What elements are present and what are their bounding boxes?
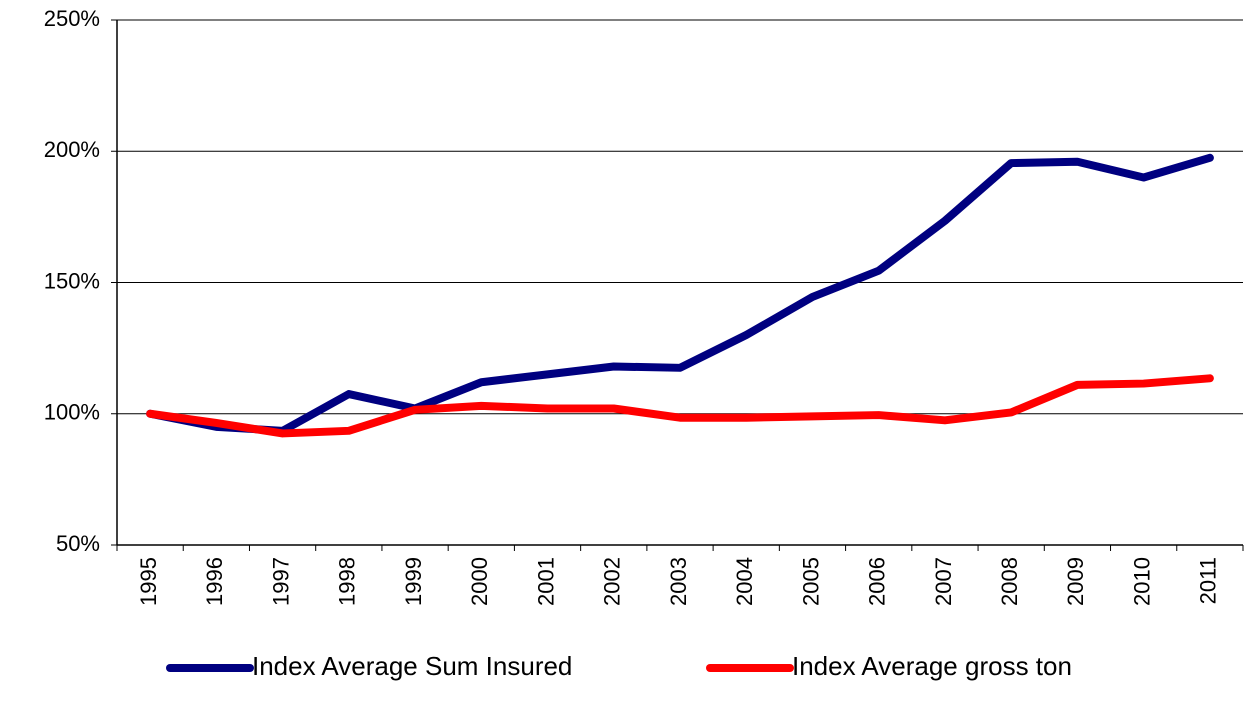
series-line — [146, 374, 1214, 438]
x-tick-label: 1997 — [268, 557, 293, 606]
x-tick-label: 2006 — [865, 557, 890, 606]
x-tick-label: 2005 — [798, 557, 823, 606]
x-tick-label: 2000 — [467, 557, 492, 606]
x-tick-label: 2009 — [1063, 557, 1088, 606]
x-tick-label: 1996 — [202, 557, 227, 606]
x-tick-label: 2001 — [533, 557, 558, 606]
x-tick-label: 2008 — [997, 557, 1022, 606]
x-tick-label: 2004 — [732, 557, 757, 606]
x-tick-label: 1995 — [136, 557, 161, 606]
y-tick-label: 100% — [44, 400, 100, 425]
legend-label: Index Average gross ton — [792, 651, 1072, 681]
x-tick-label: 2007 — [931, 557, 956, 606]
x-tick-label: 2010 — [1129, 557, 1154, 606]
x-tick-label: 1998 — [335, 557, 360, 606]
x-tick-label: 1999 — [401, 557, 426, 606]
y-tick-label: 150% — [44, 268, 100, 293]
y-tick-label: 250% — [44, 6, 100, 31]
series-line — [146, 153, 1214, 435]
legend-label: Index Average Sum Insured — [252, 651, 572, 681]
x-tick-label: 2002 — [600, 557, 625, 606]
x-tick-label: 2003 — [666, 557, 691, 606]
x-tick-label: 2011 — [1196, 557, 1221, 604]
y-tick-label: 200% — [44, 137, 100, 162]
y-tick-label: 50% — [56, 531, 100, 556]
